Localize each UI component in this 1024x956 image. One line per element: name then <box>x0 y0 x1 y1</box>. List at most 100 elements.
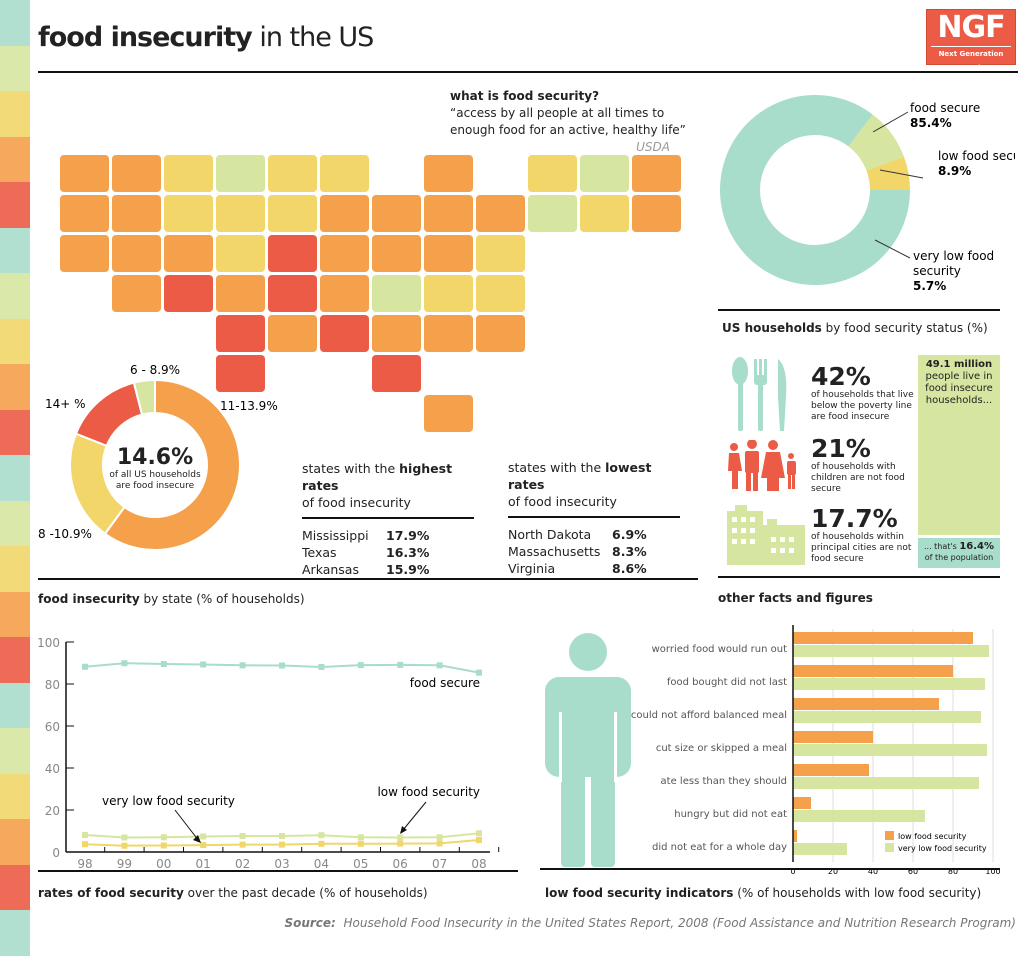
y-tick-label: 100 <box>37 636 60 650</box>
data-point <box>279 662 285 669</box>
stripe-segment <box>0 0 30 46</box>
table-row: Arkansas 15.9% <box>302 562 430 577</box>
x-tick-label: 100 <box>985 867 1000 875</box>
state-tile <box>268 155 317 192</box>
data-point <box>357 840 364 847</box>
divider <box>38 71 1018 73</box>
data-point <box>121 834 128 841</box>
state-tile <box>164 155 213 192</box>
state-tile <box>164 195 213 232</box>
donut-segment <box>720 95 910 285</box>
x-tick-label: 80 <box>948 867 958 875</box>
legend-swatch <box>885 843 894 852</box>
segment-value: 5.7% <box>913 279 946 290</box>
bar <box>793 698 939 710</box>
data-point <box>436 834 443 841</box>
divider <box>718 309 1000 311</box>
leader-line <box>874 239 911 259</box>
stripe-segment <box>0 136 30 182</box>
population-bar: 49.1 million people live in food insecur… <box>918 355 1000 568</box>
by-state-caption: food insecurity by state (% of household… <box>38 592 305 606</box>
stripe-segment <box>0 500 30 546</box>
data-point <box>397 840 404 847</box>
bar <box>793 632 973 644</box>
ngf-logo: NGF Next Generation Food <box>926 9 1016 72</box>
segment-label: low food security <box>938 149 1015 163</box>
bar <box>793 645 989 657</box>
stripe-segment <box>0 546 30 592</box>
bar <box>793 843 847 855</box>
y-tick-label: 20 <box>45 804 60 818</box>
stat-cities: 17.7% of households within principal citi… <box>811 504 912 565</box>
state-tile <box>164 235 213 272</box>
decorative-color-stripe <box>0 0 30 956</box>
divider <box>38 578 698 580</box>
line-chart-caption: rates of food security over the past dec… <box>38 886 428 900</box>
state-tile <box>216 275 265 312</box>
donut-segment <box>74 381 144 448</box>
x-tick-label: 05 <box>353 857 368 870</box>
arrow <box>402 801 427 831</box>
state-tile <box>268 315 317 352</box>
state-tile <box>476 275 525 312</box>
state-tile <box>268 235 317 272</box>
state-tile <box>580 155 629 192</box>
divider <box>540 868 1000 870</box>
state-tile <box>60 155 109 192</box>
source-note: Source: Household Food Insecurity in the… <box>284 916 1016 930</box>
stripe-segment <box>0 409 30 455</box>
state-tile <box>424 275 473 312</box>
state-tile <box>372 275 421 312</box>
bar <box>793 764 869 776</box>
table-row: Virginia 8.6% <box>508 561 647 576</box>
series-label: very low food security <box>102 794 235 808</box>
state-tile <box>320 195 369 232</box>
x-tick-label: 00 <box>156 857 171 870</box>
x-tick-label: 01 <box>196 857 211 870</box>
table-row: Texas 16.3% <box>302 545 430 560</box>
buildings-icon <box>727 505 805 565</box>
data-point <box>318 840 325 847</box>
state-tile <box>320 275 369 312</box>
table-row: Massachusetts 8.3% <box>508 544 647 559</box>
stripe-segment <box>0 45 30 91</box>
lowest-rates-table: states with the lowest rates of food inse… <box>508 459 680 577</box>
bar <box>793 731 873 743</box>
state-tile <box>632 155 681 192</box>
bar <box>793 777 979 789</box>
state-tile <box>216 195 265 232</box>
state-tile <box>216 235 265 272</box>
stat-poverty: 42% of households that live below the pov… <box>811 362 914 423</box>
state-tile <box>112 235 161 272</box>
state-tile <box>112 275 161 312</box>
legend-label: very low food security <box>898 844 987 853</box>
state-tile <box>528 155 577 192</box>
data-point <box>239 662 246 669</box>
data-point <box>160 834 167 841</box>
state-tile <box>528 195 577 232</box>
x-tick-label: 02 <box>235 857 250 870</box>
x-tick-label: 06 <box>393 857 408 870</box>
series-label: low food security <box>377 785 480 799</box>
bar <box>793 678 985 690</box>
x-tick-label: 98 <box>77 857 92 870</box>
data-point <box>239 841 246 848</box>
state-tile <box>424 155 473 192</box>
state-tile <box>580 195 629 232</box>
state-tile <box>632 195 681 232</box>
bar-chart-caption: low food security indicators (% of house… <box>545 886 982 900</box>
state-tile <box>268 195 317 232</box>
bar-chart: 0 20 40 60 80 100 worried food would run out fo… <box>631 625 1001 875</box>
category-label: cut size or skipped a meal <box>656 743 787 754</box>
segment-label: 11-13.9% <box>220 399 278 413</box>
data-point <box>357 662 364 669</box>
bar <box>793 711 981 723</box>
leader-line <box>872 111 909 133</box>
segment-label: 8 -10.9% <box>38 527 92 541</box>
bar <box>793 810 925 822</box>
legend-label: low food security <box>898 832 967 841</box>
state-tile <box>60 195 109 232</box>
stripe-segment <box>0 182 30 228</box>
stripe-segment <box>0 773 30 819</box>
state-tile <box>216 155 265 192</box>
